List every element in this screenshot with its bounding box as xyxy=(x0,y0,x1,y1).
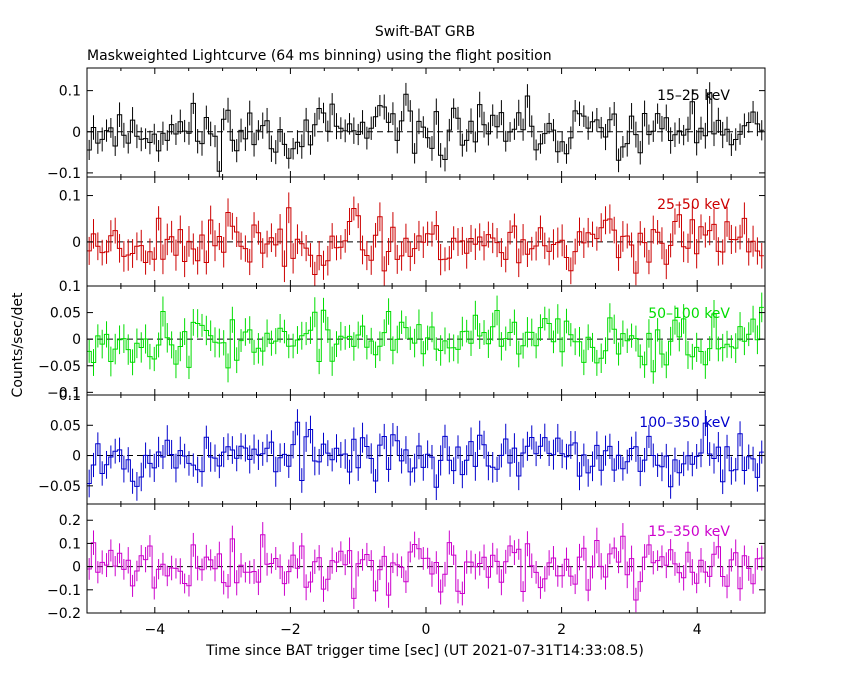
panel-2: 0 0.1 25–50 keV xyxy=(59,176,766,287)
x-tick-label: −4 xyxy=(144,622,165,638)
x-axis-label: Time since BAT trigger time [sec] (UT 20… xyxy=(205,643,644,659)
panel-4: −0.05 0 0.05 0.1 100–350 keV xyxy=(38,388,766,505)
x-tick-label: −2 xyxy=(280,622,301,638)
energy-band-label: 15–25 keV xyxy=(657,88,730,104)
panel-3: −0.1 −0.05 0 0.05 0.1 50–100 keV xyxy=(38,279,766,401)
energy-band-label: 25–50 keV xyxy=(657,197,730,213)
panels-group: −0.1 0 0.1 15–25 keV 0 0.1 25–50 keV −0.1 −0.05 0… xyxy=(38,67,766,638)
x-tick-label: 0 xyxy=(422,622,431,638)
y-tick-label: −0.1 xyxy=(47,166,81,182)
series-line xyxy=(87,207,764,275)
y-tick-label: 0 xyxy=(72,332,81,348)
y-tick-label: −0.05 xyxy=(38,479,81,495)
y-tick-label: −0.05 xyxy=(38,359,81,375)
y-tick-label: 0 xyxy=(72,449,81,465)
y-tick-label: 0.1 xyxy=(59,189,81,205)
panel-1: −0.1 0 0.1 15–25 keV xyxy=(47,67,766,182)
y-tick-label: −0.1 xyxy=(47,583,81,599)
y-tick-label: 0.05 xyxy=(50,306,81,322)
x-tick-label: 4 xyxy=(693,622,702,638)
series-line xyxy=(87,421,764,488)
y-tick-label: −0.1 xyxy=(47,385,81,401)
y-tick-label: 0.1 xyxy=(59,536,81,552)
chart-title: Swift-BAT GRB xyxy=(375,24,475,40)
x-tick-label: 2 xyxy=(557,622,566,638)
chart-subtitle: Maskweighted Lightcurve (64 ms binning) … xyxy=(87,48,552,64)
energy-band-label: 50–100 keV xyxy=(648,306,730,322)
series-line xyxy=(87,306,764,373)
y-axis-label: Counts/sec/det xyxy=(10,292,26,397)
y-tick-label: 0 xyxy=(72,125,81,141)
series-line xyxy=(87,534,764,601)
y-tick-label: 0.1 xyxy=(59,279,81,295)
panel-frame xyxy=(86,394,766,505)
series-line xyxy=(87,92,764,172)
y-tick-label: 0.1 xyxy=(59,84,81,100)
y-tick-label: −0.2 xyxy=(47,606,81,622)
y-tick-label: 0.2 xyxy=(59,513,81,529)
energy-band-label: 100–350 keV xyxy=(639,415,730,431)
energy-band-label: 15–350 keV xyxy=(648,524,730,540)
y-tick-label: 0 xyxy=(72,560,81,576)
panel-5: −0.2 −0.1 0 0.1 0.2 15–350 keV xyxy=(47,503,766,622)
y-tick-label: 0.1 xyxy=(59,388,81,404)
y-tick-label: 0.05 xyxy=(50,418,81,434)
y-tick-label: 0 xyxy=(72,235,81,251)
